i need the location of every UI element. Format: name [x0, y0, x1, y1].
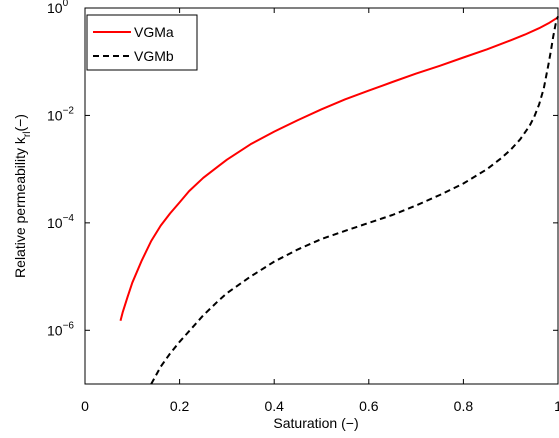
x-axis-ticks: 0 0.2 0.4 0.6 0.8 1: [81, 8, 559, 414]
y-tick-label: 100: [47, 0, 69, 16]
y-axis-label-main: Relative permeability k: [12, 136, 28, 278]
legend: VGMa VGMb: [86, 14, 198, 71]
legend-label-vgma: VGMa: [134, 24, 174, 40]
x-tick-label: 0: [81, 398, 89, 414]
y-tick-label: 10−2: [47, 105, 74, 123]
x-tick-label: 0.4: [264, 398, 284, 414]
x-tick-label: 0.6: [359, 398, 379, 414]
y-tick-label: 10−6: [47, 320, 74, 338]
x-tick-label: 1: [554, 398, 559, 414]
x-tick-label: 0.2: [170, 398, 190, 414]
y-axis-label: Relative permeability krl(−): [12, 114, 33, 278]
x-axis-label: Saturation (−): [273, 415, 358, 431]
x-tick-label: 0.8: [454, 398, 474, 414]
series-line-vgma: [119, 16, 559, 322]
y-tick-label: 10−4: [47, 213, 74, 231]
y-axis-ticks: 10−6 10−4 10−2 100: [47, 0, 558, 338]
legend-label-vgmb: VGMb: [134, 48, 174, 64]
y-axis-label-sub: rl: [22, 132, 33, 138]
y-axis-label-tail: (−): [12, 114, 28, 132]
legend-box: [86, 14, 198, 71]
series-layer: [119, 16, 559, 384]
plot-area: [84, 7, 559, 385]
